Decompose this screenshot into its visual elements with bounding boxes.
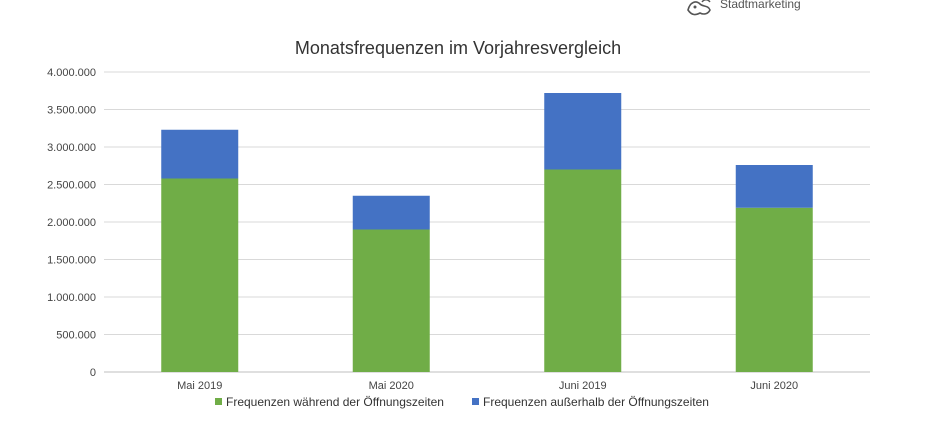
y-tick-label: 2.500.000 (47, 180, 96, 192)
x-axis: Mai 2019 Mai 2020 Juni 2019 Juni 2020 (177, 380, 798, 392)
x-tick-label: Mai 2019 (177, 380, 222, 392)
y-axis: 0 500.000 1.000.000 1.500.000 2.000.000 2.500… (47, 67, 96, 379)
y-tick-label: 1.500.000 (47, 255, 96, 267)
bar-segment (544, 93, 622, 170)
logo-text: Stadtmarketing (720, 0, 801, 11)
x-tick-label: Mai 2020 (369, 380, 414, 392)
chart-title: Monatsfrequenzen im Vorjahresvergleich (295, 38, 621, 58)
bar-segment (161, 129, 239, 179)
bar-segment (735, 207, 813, 372)
legend-swatch (215, 398, 222, 405)
legend-label: Frequenzen außerhalb der Öffnungszeiten (483, 395, 709, 409)
y-tick-label: 0 (90, 367, 96, 379)
legend: Frequenzen während der Öffnungszeiten Fre… (215, 395, 709, 409)
x-tick-label: Juni 2019 (559, 380, 607, 392)
bars (161, 93, 813, 372)
y-tick-label: 2.000.000 (47, 217, 96, 229)
y-tick-label: 3.000.000 (47, 142, 96, 154)
bar-segment (352, 195, 430, 230)
bar-segment (735, 165, 813, 208)
y-tick-label: 4.000.000 (47, 67, 96, 79)
x-tick-label: Juni 2020 (750, 380, 798, 392)
lion-icon (687, 0, 711, 16)
bar-segment (161, 178, 239, 372)
bar-segment (544, 169, 622, 372)
y-tick-label: 1.000.000 (47, 292, 96, 304)
y-tick-label: 500.000 (56, 330, 96, 342)
bar-segment (352, 229, 430, 372)
legend-swatch (472, 398, 479, 405)
legend-label: Frequenzen während der Öffnungszeiten (226, 395, 444, 409)
y-tick-label: 3.500.000 (47, 105, 96, 117)
